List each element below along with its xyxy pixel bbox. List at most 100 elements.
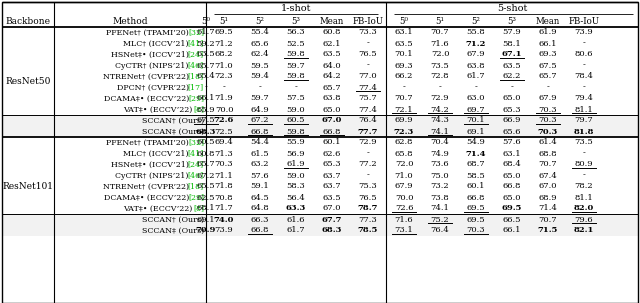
Text: PFENet† (TPAMI’20): PFENet† (TPAMI’20) — [106, 28, 191, 36]
Text: 67.9: 67.9 — [467, 51, 485, 58]
Text: 68.1: 68.1 — [196, 205, 215, 212]
Text: SCCAN† (Ours): SCCAN† (Ours) — [141, 116, 204, 125]
Text: 77.7: 77.7 — [358, 128, 378, 135]
Text: 5³: 5³ — [291, 16, 301, 25]
Text: 70.7: 70.7 — [431, 28, 449, 36]
Text: 70.7: 70.7 — [395, 95, 413, 102]
Text: 59.8: 59.8 — [287, 128, 305, 135]
Text: 5¹: 5¹ — [220, 16, 228, 25]
Text: 67.0: 67.0 — [539, 182, 557, 191]
Text: 76.5: 76.5 — [358, 194, 378, 201]
Text: -: - — [582, 149, 586, 158]
Text: 63.5: 63.5 — [395, 39, 413, 48]
Text: [24]: [24] — [188, 161, 204, 168]
Text: 58.3: 58.3 — [287, 182, 305, 191]
Text: 66.8: 66.8 — [251, 128, 269, 135]
Text: 56.4: 56.4 — [287, 194, 305, 201]
Text: 65.0: 65.0 — [503, 171, 521, 179]
Text: 65.3: 65.3 — [323, 161, 341, 168]
Text: [29]: [29] — [188, 194, 204, 201]
Text: 79.4: 79.4 — [575, 95, 593, 102]
Text: 69.4: 69.4 — [214, 138, 234, 146]
Text: 70.4: 70.4 — [431, 138, 449, 146]
Text: 67.4: 67.4 — [539, 171, 557, 179]
Text: VAT‡• (ECCV’22): VAT‡• (ECCV’22) — [123, 105, 195, 114]
Text: 69.5: 69.5 — [214, 28, 234, 36]
Text: 74.2: 74.2 — [431, 105, 449, 114]
Text: -: - — [205, 84, 207, 92]
Text: 58.1: 58.1 — [502, 39, 522, 48]
Text: 63.8: 63.8 — [323, 95, 341, 102]
Text: 65.0: 65.0 — [503, 95, 521, 102]
Text: 60.8: 60.8 — [323, 28, 341, 36]
Text: 65.7: 65.7 — [539, 72, 557, 81]
Text: 69.5: 69.5 — [502, 205, 522, 212]
Text: 67.5: 67.5 — [539, 62, 557, 69]
Text: -: - — [582, 39, 586, 48]
Text: FB-IoU: FB-IoU — [568, 16, 600, 25]
Text: 5²: 5² — [472, 16, 481, 25]
Text: 70.8: 70.8 — [214, 194, 234, 201]
Text: 71.7: 71.7 — [214, 205, 234, 212]
Text: 72.0: 72.0 — [431, 51, 449, 58]
Text: [24]: [24] — [188, 51, 204, 58]
Text: ResNet101: ResNet101 — [3, 182, 54, 191]
Text: 67.2: 67.2 — [196, 171, 215, 179]
Text: 61.7: 61.7 — [467, 72, 485, 81]
Text: 66.8: 66.8 — [503, 182, 521, 191]
Text: 64.8: 64.8 — [251, 205, 269, 212]
Text: 59.7: 59.7 — [251, 95, 269, 102]
Text: 66.1: 66.1 — [196, 95, 215, 102]
Text: 71.4: 71.4 — [466, 149, 486, 158]
Text: -: - — [582, 171, 586, 179]
Text: 61.9: 61.9 — [539, 28, 557, 36]
Text: 63.3: 63.3 — [286, 205, 306, 212]
Text: 69.5: 69.5 — [467, 215, 485, 224]
Text: -: - — [511, 84, 513, 92]
Text: [29]: [29] — [188, 95, 204, 102]
Text: [18]: [18] — [188, 182, 204, 191]
Text: 80.9: 80.9 — [575, 161, 593, 168]
Text: SCCAN‡ (Ours): SCCAN‡ (Ours) — [141, 227, 204, 235]
Text: 66.8: 66.8 — [323, 128, 341, 135]
Text: 67.0: 67.0 — [323, 205, 341, 212]
Text: 72.6: 72.6 — [395, 205, 413, 212]
Text: 71.4: 71.4 — [539, 205, 557, 212]
Text: SCCAN‡ (Ours): SCCAN‡ (Ours) — [141, 128, 204, 135]
Text: 70.3: 70.3 — [539, 116, 557, 125]
Text: 64.2: 64.2 — [323, 72, 341, 81]
Text: 67.1: 67.1 — [502, 51, 522, 58]
Text: 65.0: 65.0 — [503, 194, 521, 201]
Text: 60.5: 60.5 — [287, 116, 305, 125]
Text: -: - — [259, 84, 261, 92]
Text: 72.0: 72.0 — [395, 161, 413, 168]
Text: 5⁰: 5⁰ — [202, 16, 211, 25]
Text: 69.3: 69.3 — [395, 62, 413, 69]
Text: 71.0: 71.0 — [214, 62, 234, 69]
Text: 63.5: 63.5 — [196, 51, 215, 58]
Text: 73.9: 73.9 — [214, 227, 234, 235]
Text: 70.0: 70.0 — [215, 105, 233, 114]
Text: 66.8: 66.8 — [251, 227, 269, 235]
Text: 66.1: 66.1 — [503, 227, 521, 235]
Text: 63.1: 63.1 — [502, 149, 522, 158]
Text: 59.8: 59.8 — [287, 51, 305, 58]
Text: 60.5: 60.5 — [196, 138, 215, 146]
Text: 68.9: 68.9 — [539, 194, 557, 201]
Text: 73.5: 73.5 — [575, 138, 593, 146]
Text: DCAMA‡• (ECCV’22): DCAMA‡• (ECCV’22) — [104, 95, 191, 102]
Text: 65.7: 65.7 — [196, 62, 215, 69]
Text: 73.1: 73.1 — [395, 227, 413, 235]
Text: 70.3: 70.3 — [467, 227, 485, 235]
Text: 57.9: 57.9 — [502, 28, 522, 36]
Text: 65.0: 65.0 — [323, 105, 341, 114]
Text: 69.1: 69.1 — [467, 128, 485, 135]
Text: 82.0: 82.0 — [574, 205, 594, 212]
Text: 77.3: 77.3 — [358, 215, 378, 224]
Text: 64.9: 64.9 — [251, 105, 269, 114]
Text: MLC† (ICCV’21): MLC† (ICCV’21) — [124, 149, 191, 158]
Text: CyCTR† (NIPS’21): CyCTR† (NIPS’21) — [115, 171, 191, 179]
Text: 69.9: 69.9 — [395, 116, 413, 125]
Text: 71.9: 71.9 — [214, 95, 234, 102]
Text: -: - — [367, 62, 369, 69]
